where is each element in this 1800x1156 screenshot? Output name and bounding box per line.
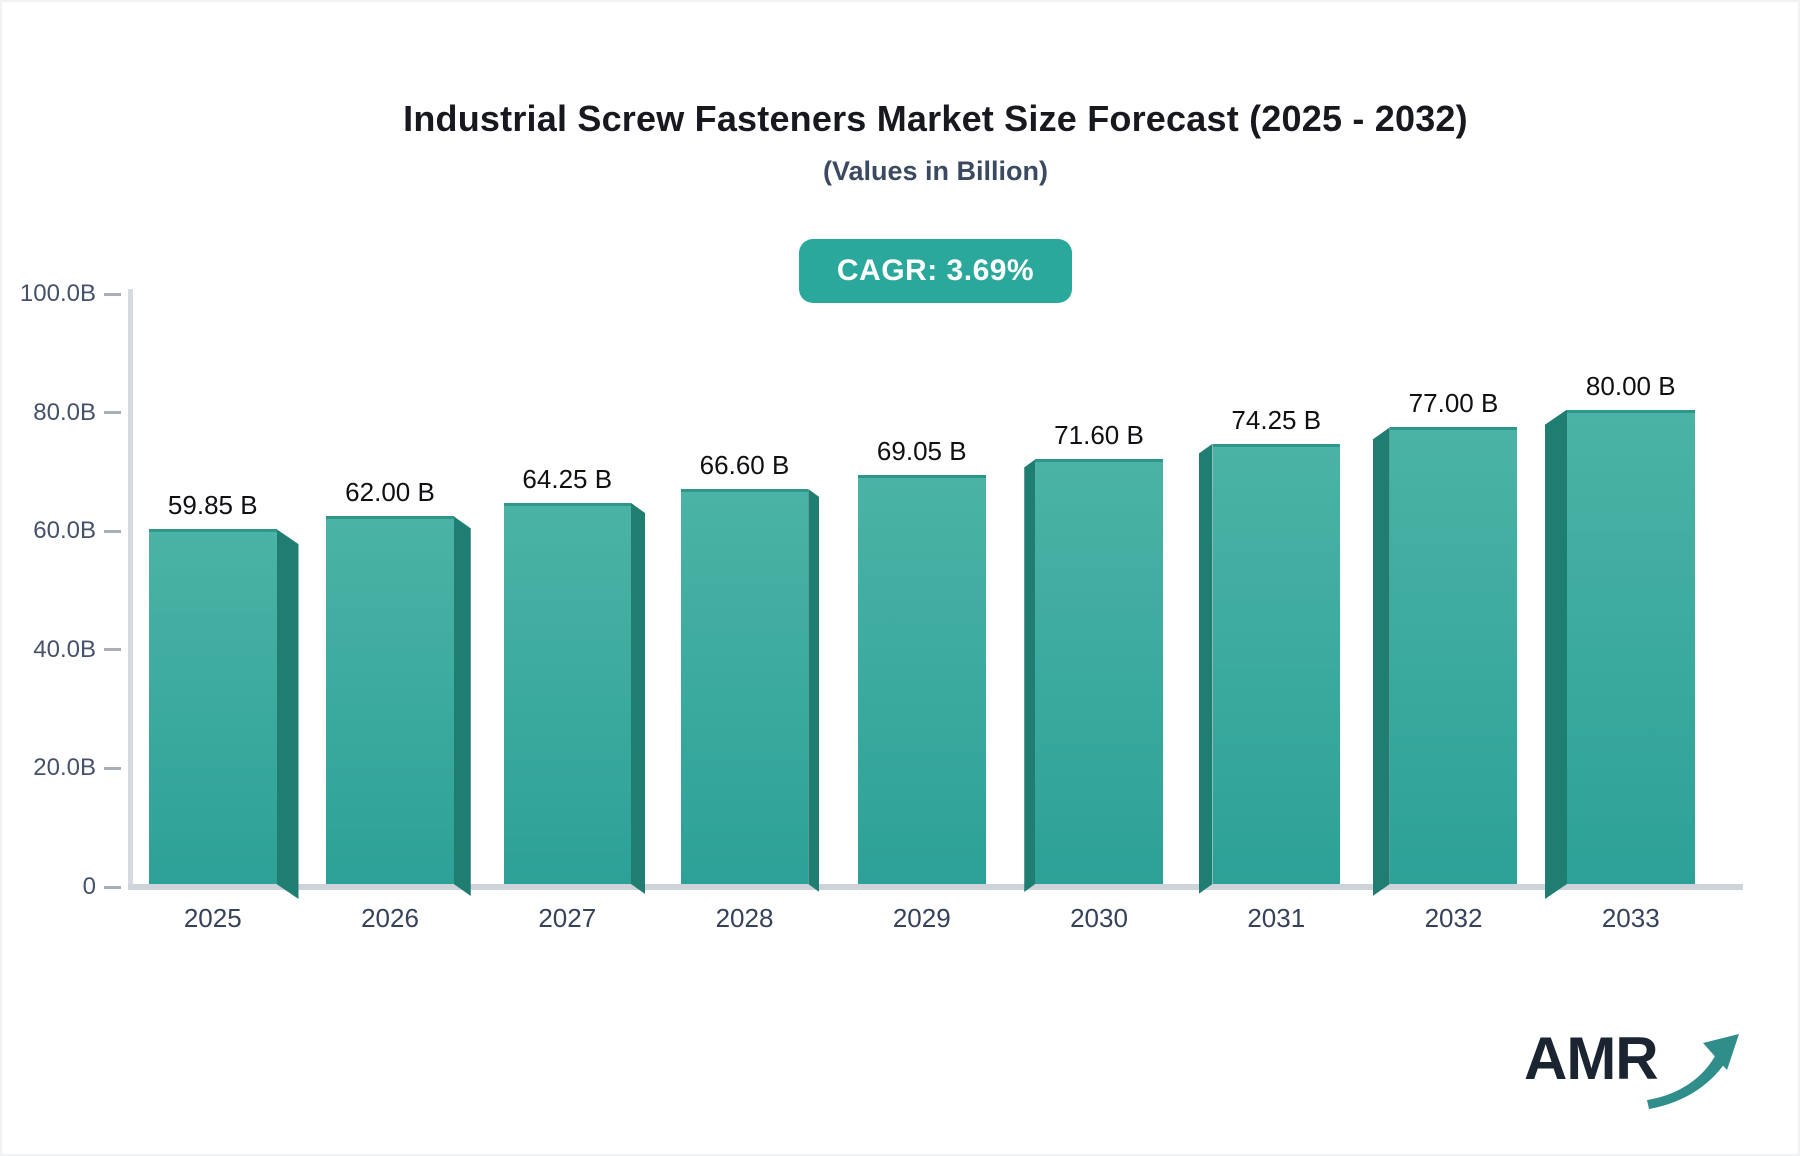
y-tick-label: 40.0B bbox=[33, 635, 96, 663]
bar-3d-side-2033 bbox=[1545, 410, 1567, 899]
chart-subtitle: (Values in Billion) bbox=[822, 156, 1049, 186]
y-tick-mark bbox=[104, 411, 121, 415]
chart-header: Industrial Screw Fasteners Market Size F… bbox=[128, 0, 1743, 303]
cagr-badge: CAGR: 3.69% bbox=[798, 239, 1073, 303]
y-tick-mark bbox=[104, 648, 121, 652]
bar-2025 bbox=[149, 529, 277, 884]
x-axis-label-2033: 2033 bbox=[1601, 903, 1660, 933]
x-axis-label-2027: 2027 bbox=[538, 903, 597, 933]
y-tick-mark bbox=[104, 292, 121, 296]
bar-2027 bbox=[503, 502, 631, 884]
bar-2026 bbox=[326, 516, 454, 884]
y-tick-label: 100.0B bbox=[19, 280, 96, 307]
bar-value-label-2027: 64.25 B bbox=[522, 463, 613, 494]
bar-3d-side-2027 bbox=[631, 503, 645, 894]
y-tick-mark bbox=[104, 766, 121, 770]
x-axis-line bbox=[128, 884, 1743, 890]
bar-2028 bbox=[680, 489, 809, 884]
bar-value-label-2029: 69.05 B bbox=[876, 435, 967, 466]
bar-3d-side-2032 bbox=[1373, 427, 1390, 896]
bar-3d-side-2025 bbox=[277, 529, 299, 899]
bar-2030 bbox=[1035, 459, 1163, 884]
bar-value-label-2025: 59.85 B bbox=[167, 490, 258, 521]
x-axis-label-2028: 2028 bbox=[715, 903, 774, 933]
x-axis-label-2030: 2030 bbox=[1070, 903, 1128, 933]
bar-value-label-2032: 77.00 B bbox=[1408, 388, 1499, 419]
bar-value-label-2030: 71.60 B bbox=[1054, 420, 1144, 451]
bar-value-label-2033: 80.00 B bbox=[1585, 370, 1676, 401]
bar-3d-side-2030 bbox=[1024, 459, 1035, 892]
y-tick-mark bbox=[104, 529, 121, 533]
x-axis-label-2025: 2025 bbox=[183, 903, 242, 933]
bar-3d-side-2026 bbox=[454, 516, 471, 896]
bar-value-label-2026: 62.00 B bbox=[345, 477, 435, 508]
growth-arrow-icon bbox=[1646, 1034, 1739, 1109]
y-tick-label: 60.0B bbox=[33, 517, 96, 545]
x-axis-label-2032: 2032 bbox=[1424, 903, 1483, 933]
y-tick-label: 80.0B bbox=[33, 398, 96, 426]
bar-value-label-2028: 66.60 B bbox=[699, 450, 790, 481]
amr-logo-text: AMR bbox=[1524, 1025, 1659, 1092]
bar-3d-side-2028 bbox=[808, 489, 819, 892]
y-tick-label: 20.0B bbox=[33, 754, 96, 782]
bar-2031 bbox=[1212, 443, 1340, 884]
bar-3d-side-2031 bbox=[1199, 444, 1213, 894]
amr-logo: AMR bbox=[1524, 1028, 1748, 1116]
bar-2033 bbox=[1567, 409, 1695, 884]
x-axis-label-2029: 2029 bbox=[892, 903, 951, 933]
bar-2032 bbox=[1389, 427, 1518, 884]
x-axis-label-2031: 2031 bbox=[1247, 903, 1306, 933]
y-tick-mark bbox=[104, 885, 121, 889]
x-axis-label-2026: 2026 bbox=[361, 903, 419, 933]
bar-value-label-2031: 74.25 B bbox=[1231, 404, 1322, 435]
bar-2029 bbox=[858, 474, 986, 884]
y-tick-label: 0 bbox=[82, 873, 96, 900]
chart-title: Industrial Screw Fasteners Market Size F… bbox=[403, 98, 1468, 139]
y-axis-line bbox=[128, 289, 133, 890]
